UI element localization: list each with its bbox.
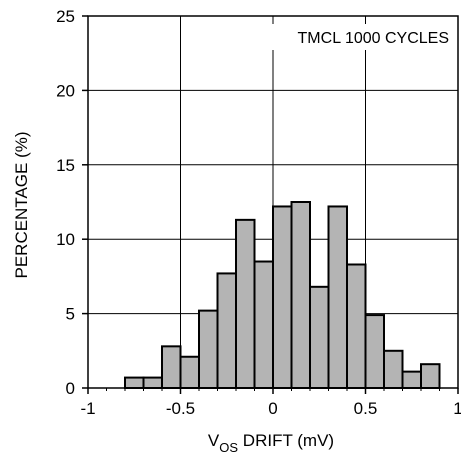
x-axis-title-rest: DRIFT (mV) [238, 431, 334, 450]
histogram-bar [198, 309, 219, 389]
histogram-bar [383, 349, 404, 389]
histogram-bar [346, 263, 367, 389]
histogram-bar [216, 272, 237, 390]
x-axis-title-main: V [208, 431, 220, 450]
y-tick-label: 10 [56, 230, 75, 249]
y-tick-label: 20 [56, 81, 75, 100]
histogram-bar [327, 205, 348, 389]
x-tick-label: 0 [268, 399, 277, 418]
histogram-bar [272, 205, 293, 389]
histogram-bar [309, 285, 330, 390]
histogram-bars [124, 201, 441, 390]
histogram-bar [401, 370, 422, 389]
y-tick-label: 0 [66, 379, 75, 398]
annotation-text: TMCL 1000 CYCLES [298, 30, 449, 47]
histogram-bar [142, 376, 163, 390]
histogram-bar [179, 355, 200, 390]
histogram-bar [364, 314, 385, 390]
histogram-bar [420, 363, 441, 389]
histogram-bar [290, 201, 311, 389]
y-tick-label: 5 [66, 305, 75, 324]
x-axis-title-subscript: OS [219, 440, 238, 455]
x-tick-label: 1 [453, 399, 461, 418]
x-tick-label: 0.5 [354, 399, 378, 418]
y-tick-label: 15 [56, 156, 75, 175]
histogram-bar [161, 345, 182, 389]
histogram-bar [253, 260, 274, 389]
histogram-bar [235, 218, 256, 389]
axis-ticks [82, 15, 459, 394]
y-axis-title: PERCENTAGE (%) [12, 131, 31, 278]
annotation-background [264, 24, 456, 50]
x-tick-label: -1 [80, 399, 95, 418]
x-axis-title: VOS DRIFT (mV) [208, 431, 334, 455]
x-tick-label: -0.5 [166, 399, 195, 418]
y-tick-label: 25 [56, 7, 75, 26]
histogram-bar [124, 376, 145, 390]
